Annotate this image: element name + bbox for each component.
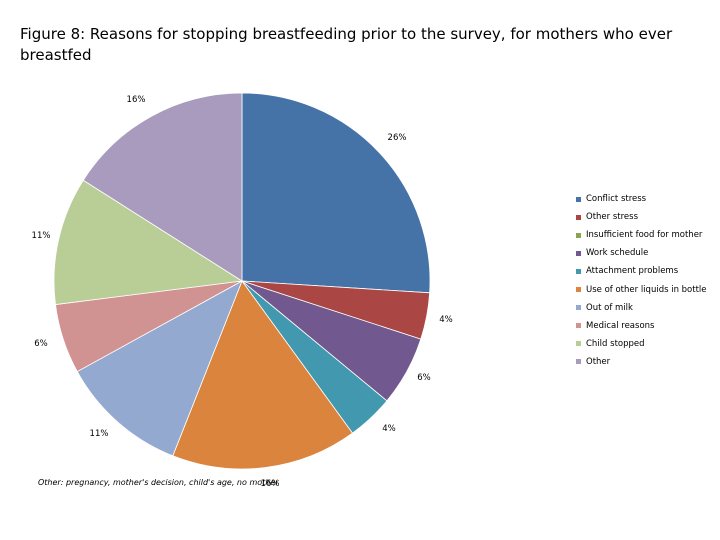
legend-item-other-stress: Other stress	[576, 208, 707, 226]
legend-swatch	[576, 268, 581, 274]
legend-swatch	[576, 214, 581, 220]
legend-item-child-stopped: Child stopped	[576, 335, 707, 353]
data-label-conflict-stress: 26%	[388, 133, 407, 143]
data-label-medical-reasons: 6%	[34, 339, 48, 349]
legend-item-out-of-milk: Out of milk	[576, 299, 707, 317]
data-label-out-of-milk: 11%	[90, 429, 109, 439]
data-label-child-stopped: 11%	[32, 231, 51, 241]
legend-label: Child stopped	[586, 338, 645, 349]
legend-swatch	[576, 359, 581, 365]
legend-swatch	[576, 305, 581, 311]
data-label-other-stress: 4%	[439, 315, 453, 325]
legend-label: Conflict stress	[586, 194, 647, 205]
legend-label: Medical reasons	[586, 320, 655, 331]
legend-item-other: Other	[576, 353, 707, 371]
data-label-work-schedule: 6%	[417, 373, 431, 383]
legend-label: Other stress	[586, 212, 638, 223]
legend-swatch	[576, 341, 581, 347]
chart-footnote: Other: pregnancy, mother's decision, chi…	[38, 478, 279, 487]
pie-slice-child-stopped	[53, 179, 244, 306]
legend-item-conflict-stress: Conflict stress	[576, 190, 707, 208]
legend-swatch	[576, 196, 581, 202]
chart-legend: Conflict stress Other stress Insufficient …	[576, 190, 707, 371]
data-label-other: 16%	[127, 95, 146, 105]
legend-label: Use of other liquids in bottle	[586, 284, 707, 295]
legend-swatch	[576, 287, 581, 293]
legend-label: Other	[586, 356, 611, 367]
legend-swatch	[576, 232, 581, 238]
data-label-use-of-other-liquids-in-bottle: 16%	[261, 479, 280, 489]
legend-item-work-schedule: Work schedule	[576, 244, 707, 262]
legend-label: Attachment problems	[586, 266, 679, 277]
legend-label: Insufficient food for mother	[586, 230, 703, 241]
legend-label: Work schedule	[586, 248, 649, 259]
legend-item-use-of-other-liquids-in-bottle: Use of other liquids in bottle	[576, 280, 707, 298]
pie-slice-other	[82, 92, 243, 282]
data-label-attachment-problems: 4%	[382, 424, 396, 434]
legend-swatch	[576, 323, 581, 329]
legend-item-attachment-problems: Attachment problems	[576, 262, 707, 280]
legend-item-insufficient-food-for-mother: Insufficient food for mother	[576, 226, 707, 244]
pie-slice-out-of-milk	[76, 280, 243, 457]
chart-title: Figure 8: Reasons for stopping breastfee…	[20, 25, 673, 64]
legend-item-medical-reasons: Medical reasons	[576, 317, 707, 335]
pie-slice-conflict-stress	[241, 92, 431, 294]
legend-swatch	[576, 250, 581, 256]
legend-label: Out of milk	[586, 302, 633, 313]
pie-slice-use-of-other-liquids-in-bottle	[172, 280, 354, 470]
